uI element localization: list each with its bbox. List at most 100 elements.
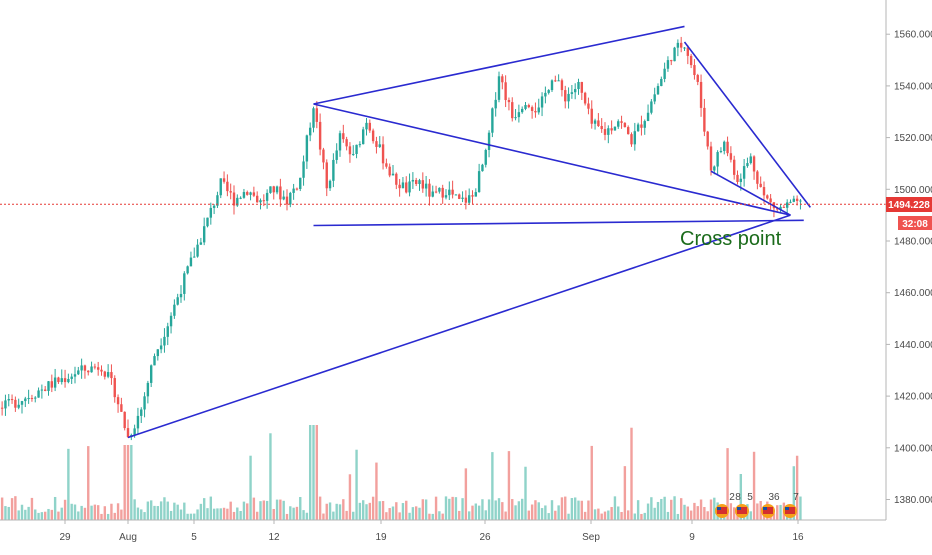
candle-body: [299, 178, 301, 189]
volume-bar: [494, 500, 496, 520]
volume-bar: [465, 468, 467, 520]
volume-bar: [306, 513, 308, 520]
candle-body: [518, 112, 520, 117]
volume-bar: [64, 500, 66, 520]
volume-bar: [220, 508, 222, 520]
volume-bar: [571, 498, 573, 520]
event-count-label: 8: [735, 492, 741, 503]
volume-bar: [690, 511, 692, 520]
candle-body: [680, 43, 682, 48]
candle-body: [372, 131, 374, 142]
volume-bar: [604, 512, 606, 520]
volume-bar: [574, 497, 576, 520]
volume-bar: [564, 497, 566, 520]
candle-body: [521, 109, 523, 112]
volume-bar: [475, 504, 477, 520]
candle-body: [594, 120, 596, 123]
candle-body: [44, 390, 46, 391]
candle-body: [276, 186, 278, 192]
candle-body: [80, 365, 82, 370]
candle-body: [41, 390, 43, 391]
candle-body: [494, 100, 496, 108]
volume-bar: [24, 510, 26, 520]
volume-bar: [677, 514, 679, 520]
x-tick-label: 26: [479, 532, 491, 543]
candle-body: [120, 404, 122, 412]
volume-bar: [620, 512, 622, 520]
candle-body: [531, 107, 533, 111]
volume-bar: [498, 498, 500, 520]
volume-bar: [47, 509, 49, 520]
candle-body: [349, 146, 351, 154]
candle-body: [481, 165, 483, 171]
candle-body: [223, 178, 225, 181]
volume-bar: [673, 496, 675, 520]
volume-bar: [266, 501, 268, 520]
volume-bar: [282, 501, 284, 520]
candle-body: [451, 190, 453, 195]
volume-bar: [167, 502, 169, 520]
volume-bar: [173, 503, 175, 520]
volume-bar: [332, 512, 334, 520]
candle-body: [657, 86, 659, 94]
cross-point-annotation: Cross point: [680, 228, 782, 250]
candle-body: [335, 150, 337, 159]
volume-bar: [54, 497, 56, 520]
flag-canton-icon: [737, 507, 741, 510]
candle-body: [627, 127, 629, 134]
candle-body: [471, 195, 473, 196]
volume-bar: [27, 507, 29, 520]
volume-bar: [584, 512, 586, 520]
volume-bar: [379, 501, 381, 520]
volume-bar: [163, 497, 165, 520]
volume-bar: [697, 506, 699, 520]
candle-body: [677, 43, 679, 48]
candle-body: [703, 108, 705, 132]
candle-body: [153, 356, 155, 365]
volume-bar: [246, 503, 248, 520]
candle-body: [723, 142, 725, 151]
volume-bar: [581, 501, 583, 520]
candle-body: [753, 156, 755, 171]
volume-bar: [445, 496, 447, 520]
candle-body: [286, 197, 288, 205]
y-tick-label: 1560.000: [894, 30, 932, 41]
volume-bar: [349, 474, 351, 520]
candle-body: [256, 196, 258, 203]
candle-body: [292, 189, 294, 193]
candle-body: [170, 316, 172, 327]
candle-body: [213, 206, 215, 208]
volume-bar: [756, 503, 758, 520]
candle-body: [634, 131, 636, 144]
candle-body: [74, 374, 76, 376]
volume-bar: [634, 514, 636, 520]
volume-bar: [67, 449, 69, 520]
volume-bar: [110, 504, 112, 520]
candle-body: [31, 398, 33, 399]
volume-bar: [561, 497, 563, 520]
candle-body: [90, 367, 92, 373]
volume-bar: [693, 503, 695, 520]
volume-bar: [276, 500, 278, 520]
candle-body: [428, 184, 430, 197]
volume-bar: [21, 505, 23, 520]
candle-body: [475, 192, 477, 196]
volume-bar: [196, 509, 198, 520]
y-tick-label: 1540.000: [894, 81, 932, 92]
candle-body: [640, 124, 642, 127]
candle-body: [61, 378, 63, 382]
candle-body: [485, 150, 487, 165]
candle-body: [498, 76, 500, 100]
y-tick-label: 1460.000: [894, 288, 932, 299]
volume-bar: [451, 497, 453, 520]
candle-body: [726, 142, 728, 153]
candle-body: [766, 195, 768, 198]
candle-body: [77, 370, 79, 374]
candle-body: [478, 171, 480, 192]
volume-bar: [286, 514, 288, 520]
volume-bar: [554, 511, 556, 520]
volume-bar: [123, 445, 125, 520]
candle-body: [561, 80, 563, 90]
